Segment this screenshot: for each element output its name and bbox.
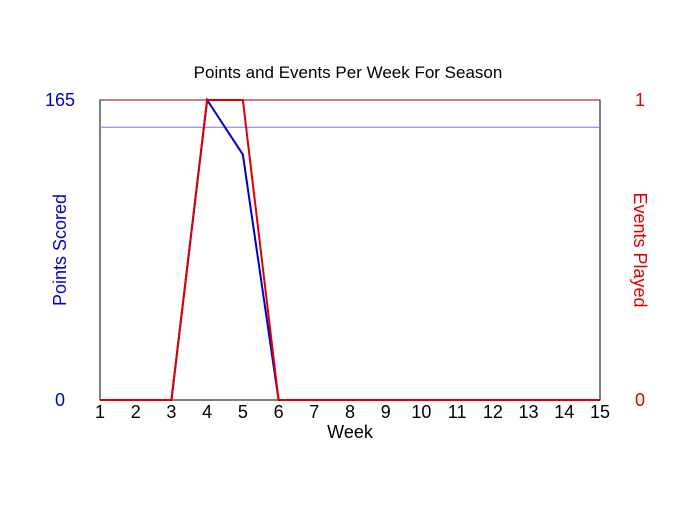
- y-tick-right-label: 0: [635, 390, 645, 410]
- x-tick-label: 6: [274, 402, 284, 422]
- x-tick-label: 7: [309, 402, 319, 422]
- x-tick-label: 15: [590, 402, 610, 422]
- x-tick-label: 10: [411, 402, 431, 422]
- x-tick-label: 13: [519, 402, 539, 422]
- chart-title: Points and Events Per Week For Season: [194, 63, 503, 82]
- y-axis-right-label: Events Played: [630, 192, 650, 307]
- y-tick-left-label: 0: [55, 390, 65, 410]
- x-tick-label: 14: [554, 402, 574, 422]
- x-tick-label: 5: [238, 402, 248, 422]
- x-axis-label: Week: [327, 422, 374, 442]
- x-tick-label: 9: [381, 402, 391, 422]
- x-tick-label: 8: [345, 402, 355, 422]
- y-tick-left-label: 165: [45, 90, 75, 110]
- x-tick-label: 11: [448, 402, 467, 422]
- y-axis-left-label: Points Scored: [50, 194, 70, 306]
- x-tick-label: 1: [95, 402, 105, 422]
- y-tick-right-label: 1: [635, 90, 645, 110]
- x-tick-label: 2: [131, 402, 141, 422]
- x-tick-label: 3: [166, 402, 176, 422]
- x-tick-label: 4: [202, 402, 212, 422]
- x-tick-label: 12: [483, 402, 503, 422]
